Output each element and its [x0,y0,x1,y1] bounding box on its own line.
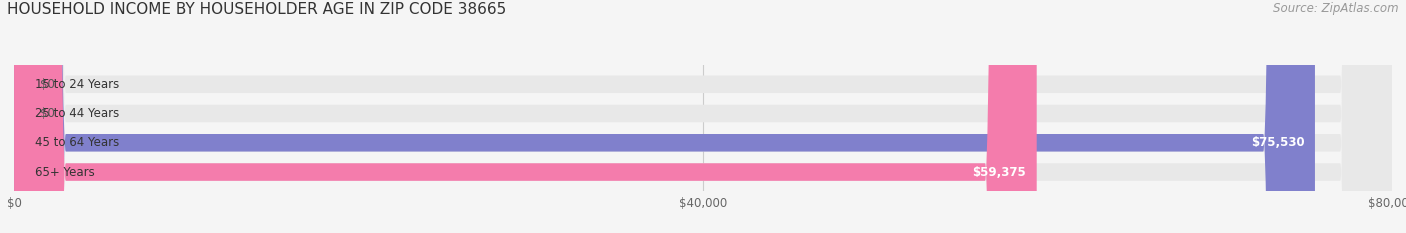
Text: Source: ZipAtlas.com: Source: ZipAtlas.com [1274,2,1399,15]
FancyBboxPatch shape [14,0,1315,233]
Text: 45 to 64 Years: 45 to 64 Years [35,136,120,149]
FancyBboxPatch shape [14,0,1392,233]
FancyBboxPatch shape [14,0,1392,233]
Text: HOUSEHOLD INCOME BY HOUSEHOLDER AGE IN ZIP CODE 38665: HOUSEHOLD INCOME BY HOUSEHOLDER AGE IN Z… [7,2,506,17]
FancyBboxPatch shape [14,0,1392,233]
Text: $0: $0 [39,107,55,120]
Text: 15 to 24 Years: 15 to 24 Years [35,78,120,91]
Text: 65+ Years: 65+ Years [35,165,94,178]
Text: $59,375: $59,375 [973,165,1026,178]
Text: $75,530: $75,530 [1251,136,1305,149]
FancyBboxPatch shape [14,0,1392,233]
Text: $0: $0 [39,78,55,91]
Text: 25 to 44 Years: 25 to 44 Years [35,107,120,120]
FancyBboxPatch shape [14,0,1036,233]
